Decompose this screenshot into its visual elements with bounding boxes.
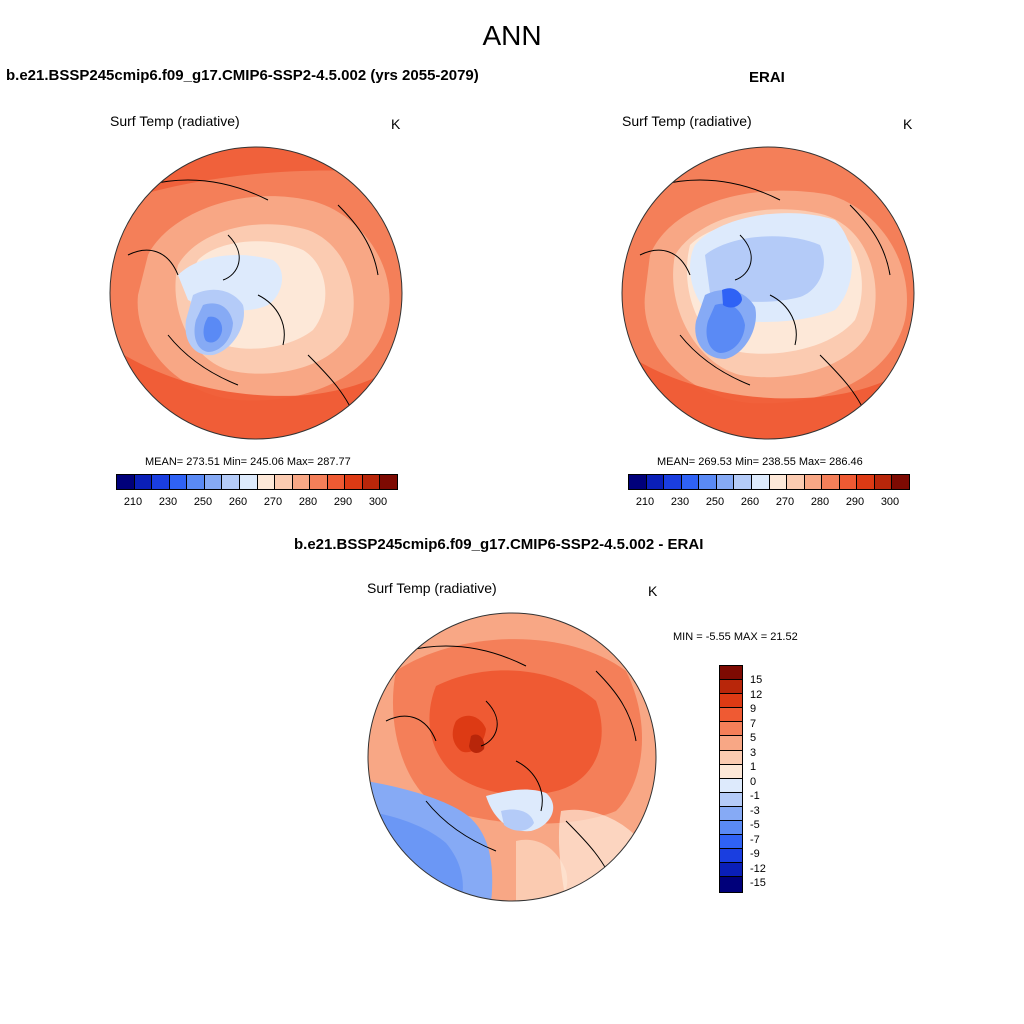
colorbar-swatch bbox=[720, 764, 742, 779]
obs-panel-title: ERAI bbox=[749, 69, 785, 86]
obs-polar-map bbox=[621, 146, 915, 440]
colorbar-swatch bbox=[134, 475, 153, 489]
colorbar-swatch bbox=[720, 863, 742, 878]
colorbar-tick-label: 300 bbox=[880, 496, 900, 508]
page-title: ANN bbox=[482, 20, 542, 51]
colorbar-swatch bbox=[362, 475, 381, 489]
diff-colorbar bbox=[719, 665, 743, 893]
colorbar-swatch bbox=[720, 792, 742, 807]
colorbar-swatch bbox=[720, 736, 742, 751]
colorbar-tick-label: 270 bbox=[775, 496, 795, 508]
colorbar-tick-label: 280 bbox=[810, 496, 830, 508]
model-panel-title: b.e21.BSSP245cmip6.f09_g17.CMIP6-SSP2-4.… bbox=[6, 67, 479, 84]
colorbar-swatch bbox=[664, 475, 682, 489]
colorbar-swatch bbox=[720, 694, 742, 709]
colorbar-swatch bbox=[152, 475, 170, 489]
colorbar-tick-label: 230 bbox=[670, 496, 690, 508]
obs-stats: MEAN= 269.53 Min= 238.55 Max= 286.46 bbox=[657, 456, 863, 468]
colorbar-swatch bbox=[857, 475, 875, 489]
colorbar-swatch bbox=[720, 750, 742, 765]
colorbar-swatch bbox=[720, 835, 742, 850]
colorbar-tick-label: 3 bbox=[750, 747, 757, 759]
colorbar-tick-label: -15 bbox=[750, 877, 766, 889]
colorbar-tick-label: 290 bbox=[333, 496, 353, 508]
diff-stats: MIN = -5.55 MAX = 21.52 bbox=[673, 631, 798, 643]
colorbar-tick-label: 250 bbox=[705, 496, 725, 508]
colorbar-swatch bbox=[345, 475, 363, 489]
colorbar-swatch bbox=[117, 475, 135, 489]
colorbar-swatch bbox=[380, 475, 397, 489]
colorbar-swatch bbox=[787, 475, 805, 489]
colorbar-tick-label: -12 bbox=[750, 863, 766, 875]
colorbar-tick-label: -9 bbox=[750, 848, 760, 860]
colorbar-swatch bbox=[699, 475, 717, 489]
model-colorbar bbox=[116, 474, 398, 490]
colorbar-tick-label: 260 bbox=[228, 496, 248, 508]
colorbar-swatch bbox=[720, 877, 742, 892]
colorbar-swatch bbox=[257, 475, 276, 489]
colorbar-swatch bbox=[327, 475, 346, 489]
colorbar-tick-label: 280 bbox=[298, 496, 318, 508]
colorbar-swatch bbox=[720, 666, 742, 681]
colorbar-tick-label: 270 bbox=[263, 496, 283, 508]
colorbar-tick-label: 230 bbox=[158, 496, 178, 508]
colorbar-swatch bbox=[874, 475, 893, 489]
colorbar-tick-label: 5 bbox=[750, 732, 757, 744]
colorbar-swatch bbox=[629, 475, 647, 489]
colorbar-swatch bbox=[204, 475, 223, 489]
colorbar-swatch bbox=[720, 708, 742, 723]
colorbar-tick-label: -1 bbox=[750, 790, 760, 802]
colorbar-swatch bbox=[769, 475, 788, 489]
model-stats: MEAN= 273.51 Min= 245.06 Max= 287.77 bbox=[145, 456, 351, 468]
obs-field-label: Surf Temp (radiative) bbox=[622, 113, 752, 129]
colorbar-swatch bbox=[892, 475, 909, 489]
diff-polar-map bbox=[367, 612, 657, 902]
colorbar-swatch bbox=[720, 821, 742, 836]
colorbar-swatch bbox=[716, 475, 735, 489]
colorbar-swatch bbox=[720, 778, 742, 793]
colorbar-swatch bbox=[720, 680, 742, 695]
colorbar-tick-label: 9 bbox=[750, 703, 757, 715]
model-polar-map bbox=[109, 146, 403, 440]
model-units: K bbox=[391, 116, 401, 132]
colorbar-tick-label: 290 bbox=[845, 496, 865, 508]
colorbar-swatch bbox=[681, 475, 700, 489]
colorbar-tick-label: 250 bbox=[193, 496, 213, 508]
model-field-label: Surf Temp (radiative) bbox=[110, 113, 240, 129]
colorbar-tick-label: 7 bbox=[750, 718, 757, 730]
colorbar-swatch bbox=[292, 475, 311, 489]
colorbar-tick-label: 260 bbox=[740, 496, 760, 508]
colorbar-swatch bbox=[839, 475, 858, 489]
colorbar-swatch bbox=[720, 806, 742, 822]
colorbar-tick-label: 0 bbox=[750, 776, 757, 788]
colorbar-swatch bbox=[169, 475, 188, 489]
colorbar-tick-label: 12 bbox=[750, 689, 763, 701]
colorbar-swatch bbox=[187, 475, 205, 489]
colorbar-swatch bbox=[275, 475, 293, 489]
colorbar-swatch bbox=[822, 475, 840, 489]
colorbar-swatch bbox=[239, 475, 258, 489]
obs-colorbar bbox=[628, 474, 910, 490]
colorbar-tick-label: -7 bbox=[750, 834, 760, 846]
colorbar-tick-label: -3 bbox=[750, 805, 760, 817]
diff-panel-title: b.e21.BSSP245cmip6.f09_g17.CMIP6-SSP2-4.… bbox=[294, 536, 704, 553]
colorbar-tick-label: -5 bbox=[750, 819, 760, 831]
colorbar-swatch bbox=[310, 475, 328, 489]
colorbar-swatch bbox=[751, 475, 770, 489]
colorbar-swatch bbox=[720, 849, 742, 864]
obs-units: K bbox=[903, 116, 913, 132]
colorbar-tick-label: 210 bbox=[635, 496, 655, 508]
colorbar-tick-label: 15 bbox=[750, 674, 763, 686]
colorbar-tick-label: 1 bbox=[750, 761, 757, 773]
colorbar-swatch bbox=[720, 722, 742, 737]
colorbar-tick-label: 210 bbox=[123, 496, 143, 508]
diff-field-label: Surf Temp (radiative) bbox=[367, 580, 497, 596]
colorbar-swatch bbox=[734, 475, 752, 489]
colorbar-swatch bbox=[222, 475, 240, 489]
colorbar-swatch bbox=[646, 475, 665, 489]
colorbar-tick-label: 300 bbox=[368, 496, 388, 508]
colorbar-swatch bbox=[804, 475, 823, 489]
diff-units: K bbox=[648, 583, 658, 599]
